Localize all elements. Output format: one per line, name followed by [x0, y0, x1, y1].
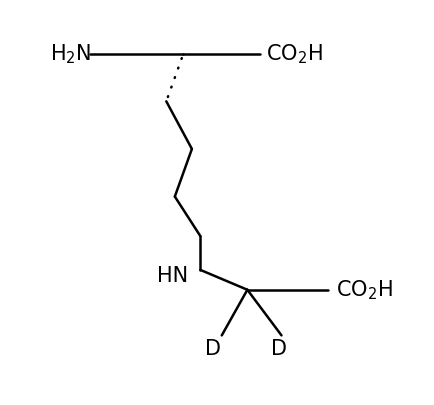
Text: D: D [271, 339, 287, 359]
Text: H$_2$N: H$_2$N [49, 42, 91, 66]
Text: CO$_2$H: CO$_2$H [335, 278, 392, 302]
Text: D: D [205, 339, 221, 359]
Text: HN: HN [157, 266, 188, 286]
Text: CO$_2$H: CO$_2$H [265, 42, 322, 66]
